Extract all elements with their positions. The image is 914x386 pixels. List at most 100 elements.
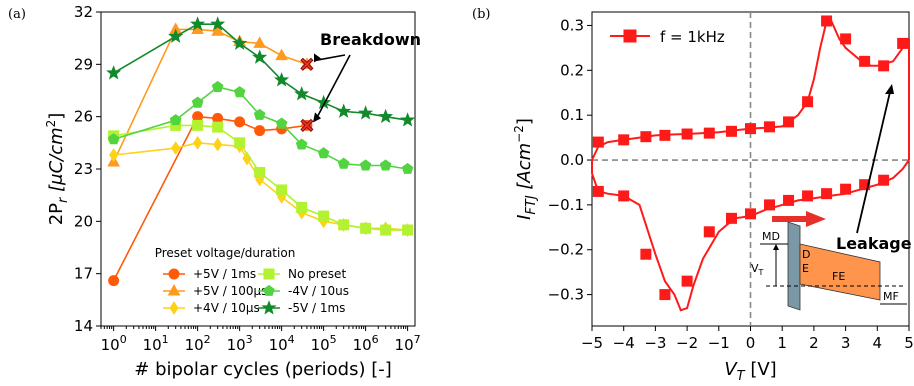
label-md: MD — [762, 230, 780, 243]
data-point-a — [360, 222, 372, 234]
label-fe: FE — [832, 270, 845, 283]
iv-data-point — [703, 226, 715, 238]
legend-marker — [169, 301, 179, 315]
data-point-a — [296, 201, 308, 213]
xtick-label-b: −3 — [644, 334, 666, 352]
iv-data-point — [878, 60, 890, 72]
iv-data-point — [764, 121, 776, 133]
iv-data-point — [859, 179, 871, 191]
legend-label-a: +5V / 100μs — [193, 284, 267, 298]
legend-item-a: -4V / 10us — [258, 284, 349, 298]
series-a-3 — [108, 119, 414, 236]
legend-marker-b — [623, 29, 637, 43]
breakdown-arrowhead-1 — [314, 53, 321, 63]
xtick-label-a: 100 — [101, 333, 127, 354]
breakdown-marker — [300, 118, 314, 132]
xtick-label-b: 2 — [809, 334, 819, 352]
xtick-label-a: 104 — [269, 333, 295, 354]
data-point-a — [171, 141, 181, 155]
chart-a: 14 17 20 23 26 29 32 100 101 102 103 104 105 106 107# … — [44, 3, 421, 380]
legend-label-a: +4V / 10μs — [193, 301, 260, 315]
legend-label-a: No preset — [288, 267, 346, 281]
data-point-a — [211, 80, 224, 92]
series-a-5 — [106, 16, 416, 127]
iv-data-point — [681, 128, 693, 140]
iv-data-point — [725, 125, 737, 137]
ytick-label-b: −0.3 — [548, 286, 584, 304]
data-point-a — [168, 28, 184, 43]
ytick-label-a: 23 — [74, 160, 93, 178]
data-point-a — [378, 108, 394, 124]
ytick-label-a: 32 — [74, 3, 93, 21]
iv-data-point — [821, 15, 833, 27]
data-point-a — [337, 157, 350, 169]
iv-data-point — [592, 185, 604, 197]
data-point-a — [276, 184, 288, 196]
breakdown-arrow-1 — [315, 54, 346, 62]
label-mf: MF — [883, 290, 899, 303]
iv-upper-branch — [591, 20, 910, 161]
data-point-a — [402, 224, 414, 236]
breakdown-marker — [300, 57, 314, 71]
device-schematic: MD DE FE MF VT — [751, 211, 907, 311]
iv-data-point — [802, 96, 814, 108]
data-point-a — [212, 121, 224, 133]
ytick-label-b: −0.2 — [548, 241, 584, 259]
legend-label-a: -5V / 1ms — [288, 301, 345, 315]
chart-b: −0.3 −0.2 −0.1 0.0 0.1 0.2 0.3 −5 −4 −3 −2 −1 0 1 2 3 4 5… — [512, 11, 914, 384]
ytick-label-a: 20 — [74, 212, 93, 230]
data-point-a — [193, 135, 203, 150]
data-point-a — [109, 148, 119, 162]
label-d: D — [802, 248, 810, 261]
data-point-a — [338, 219, 350, 231]
data-point-a — [213, 137, 223, 152]
iv-lower-branch — [591, 159, 910, 312]
x-axis-label-a: # bipolar cycles (periods) [-] — [134, 359, 391, 380]
series-a-0 — [108, 111, 313, 287]
data-point-a — [380, 224, 392, 236]
xtick-label-b: 1 — [777, 334, 787, 352]
xtick-label-b: 4 — [873, 334, 883, 352]
iv-data-point — [878, 174, 890, 186]
data-point-a — [400, 112, 416, 127]
x-axis-label-b: VT [V] — [724, 359, 776, 384]
panel-a-label: (a) — [8, 7, 26, 22]
xtick-label-b: 5 — [904, 334, 914, 352]
ytick-label-a: 14 — [74, 317, 93, 335]
data-point-a — [169, 114, 182, 126]
legend-item-a: No preset — [258, 267, 346, 281]
data-point-a — [318, 210, 330, 222]
label-vt: VT — [751, 262, 764, 277]
xtick-label-b: −1 — [708, 334, 730, 352]
data-point-a — [192, 119, 204, 131]
legend-marker — [263, 284, 275, 296]
iv-data-point — [640, 248, 652, 260]
panel-b-label: (b) — [472, 7, 490, 22]
data-point-a — [358, 105, 374, 120]
ytick-label-a: 26 — [74, 108, 93, 126]
data-point-a — [234, 137, 246, 149]
iv-data-point — [659, 289, 671, 301]
series-line-a — [112, 28, 308, 163]
data-point-a — [108, 275, 120, 287]
data-point-a — [190, 16, 206, 31]
data-point-a — [336, 103, 352, 118]
xtick-label-a: 105 — [311, 333, 337, 354]
data-point-a — [295, 138, 308, 150]
xtick-label-b: 3 — [841, 334, 851, 352]
xtick-label-b: −5 — [581, 334, 603, 352]
iv-data-point — [681, 275, 693, 287]
ytick-label-b: 0.3 — [560, 16, 584, 34]
iv-data-point — [821, 188, 833, 200]
breakdown-label: Breakdown — [320, 30, 421, 49]
legend-item-a: +5V / 100μs — [163, 283, 267, 298]
ytick-label-b: 0.1 — [560, 106, 584, 124]
ytick-label-b: 0.0 — [560, 151, 584, 169]
dielectric-layer — [787, 221, 801, 311]
xtick-label-a: 102 — [185, 333, 211, 354]
ytick-label-b: 0.2 — [560, 61, 584, 79]
legend-label-b: f = 1kHz — [660, 28, 725, 46]
legend-title-a: Preset voltage/duration — [155, 246, 296, 260]
red-arrow-body — [772, 216, 806, 222]
